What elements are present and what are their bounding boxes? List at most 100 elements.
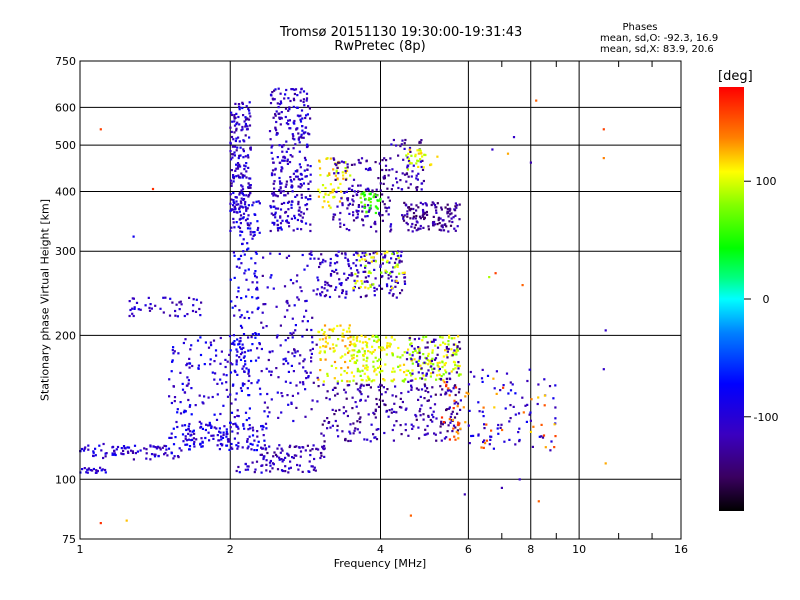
data-point xyxy=(244,360,247,363)
data-point xyxy=(417,160,420,163)
data-point xyxy=(339,356,342,359)
data-point xyxy=(302,98,305,101)
data-point xyxy=(229,362,232,365)
data-point xyxy=(219,362,222,365)
data-point xyxy=(368,262,371,265)
data-point xyxy=(452,424,456,427)
data-point xyxy=(96,469,99,473)
data-point xyxy=(152,445,155,448)
data-point xyxy=(501,428,504,432)
data-point xyxy=(424,202,427,205)
data-point xyxy=(287,403,290,406)
data-point xyxy=(345,190,348,193)
data-point xyxy=(369,271,372,275)
y-axis-label: Stationary phase Virtual Height [km] xyxy=(38,198,52,402)
data-point xyxy=(236,146,239,149)
data-point xyxy=(241,174,244,177)
data-point xyxy=(317,195,320,198)
data-point xyxy=(269,138,272,141)
data-point xyxy=(201,427,204,430)
data-point xyxy=(246,310,249,313)
data-point xyxy=(249,222,252,225)
data-point xyxy=(393,402,396,405)
data-point xyxy=(403,271,406,274)
data-point xyxy=(187,382,190,385)
data-point xyxy=(379,189,382,192)
data-point xyxy=(233,201,236,205)
data-point xyxy=(231,120,234,123)
data-point xyxy=(279,216,282,219)
data-point xyxy=(239,387,243,390)
data-point xyxy=(239,176,242,179)
data-point xyxy=(283,194,286,197)
data-point xyxy=(235,149,238,152)
data-point xyxy=(448,406,451,409)
data-point xyxy=(381,193,384,196)
data-point xyxy=(272,213,275,217)
data-point xyxy=(419,201,422,204)
data-point xyxy=(328,328,331,331)
data-point xyxy=(319,174,322,177)
data-point xyxy=(440,439,443,442)
data-point xyxy=(292,456,295,460)
data-point xyxy=(94,447,97,450)
data-point xyxy=(441,226,444,229)
data-point xyxy=(380,349,383,352)
data-point xyxy=(233,226,236,229)
data-point xyxy=(432,340,435,343)
data-point xyxy=(243,370,246,373)
data-point xyxy=(340,379,344,382)
data-point xyxy=(444,369,447,372)
data-point xyxy=(272,191,275,194)
data-point xyxy=(151,187,155,191)
data-point xyxy=(381,258,384,261)
data-point xyxy=(300,133,303,136)
data-point xyxy=(416,351,419,354)
data-point xyxy=(424,378,427,381)
data-point xyxy=(278,161,281,164)
data-point xyxy=(302,90,306,93)
data-point xyxy=(229,393,232,396)
data-point xyxy=(290,206,293,209)
data-point xyxy=(230,111,233,114)
data-point xyxy=(467,392,470,395)
data-point xyxy=(298,446,301,449)
data-point xyxy=(452,216,455,219)
colorbar-unit-label: [deg] xyxy=(718,69,753,84)
data-point xyxy=(370,352,373,355)
data-point xyxy=(362,384,365,387)
data-point xyxy=(348,330,351,333)
data-point xyxy=(444,206,447,209)
data-point xyxy=(159,307,162,310)
data-point xyxy=(352,262,355,265)
data-point xyxy=(377,177,380,180)
data-point xyxy=(379,365,382,368)
data-point xyxy=(233,416,236,419)
data-point xyxy=(304,388,307,391)
data-point xyxy=(164,445,168,448)
data-point xyxy=(339,324,342,327)
data-point xyxy=(183,314,186,318)
data-point xyxy=(529,411,532,414)
data-point xyxy=(392,138,395,142)
data-point xyxy=(229,126,232,129)
data-point xyxy=(247,182,250,185)
data-point xyxy=(190,413,193,416)
data-point xyxy=(311,347,314,350)
data-point xyxy=(358,286,361,290)
data-point xyxy=(336,324,339,328)
data-point xyxy=(282,159,285,162)
data-point xyxy=(260,453,263,456)
data-point xyxy=(305,97,309,100)
data-point xyxy=(364,399,367,402)
data-point xyxy=(365,364,368,367)
data-point xyxy=(291,190,294,193)
data-point xyxy=(417,359,420,362)
data-point xyxy=(317,188,320,191)
data-point xyxy=(323,200,326,203)
data-point xyxy=(344,252,347,255)
data-point xyxy=(419,224,422,228)
data-point xyxy=(219,378,222,381)
data-point xyxy=(400,250,403,253)
y-tick-label: 300 xyxy=(55,245,76,258)
